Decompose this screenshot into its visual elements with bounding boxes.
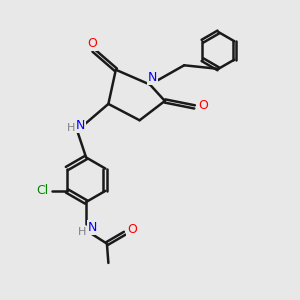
Text: O: O bbox=[127, 223, 137, 236]
Text: N: N bbox=[76, 119, 86, 132]
Text: N: N bbox=[148, 71, 157, 84]
Text: Cl: Cl bbox=[36, 184, 49, 197]
Text: H: H bbox=[67, 123, 75, 133]
Text: O: O bbox=[198, 99, 208, 112]
Text: N: N bbox=[88, 221, 97, 234]
Text: O: O bbox=[87, 37, 97, 50]
Text: H: H bbox=[78, 227, 86, 237]
